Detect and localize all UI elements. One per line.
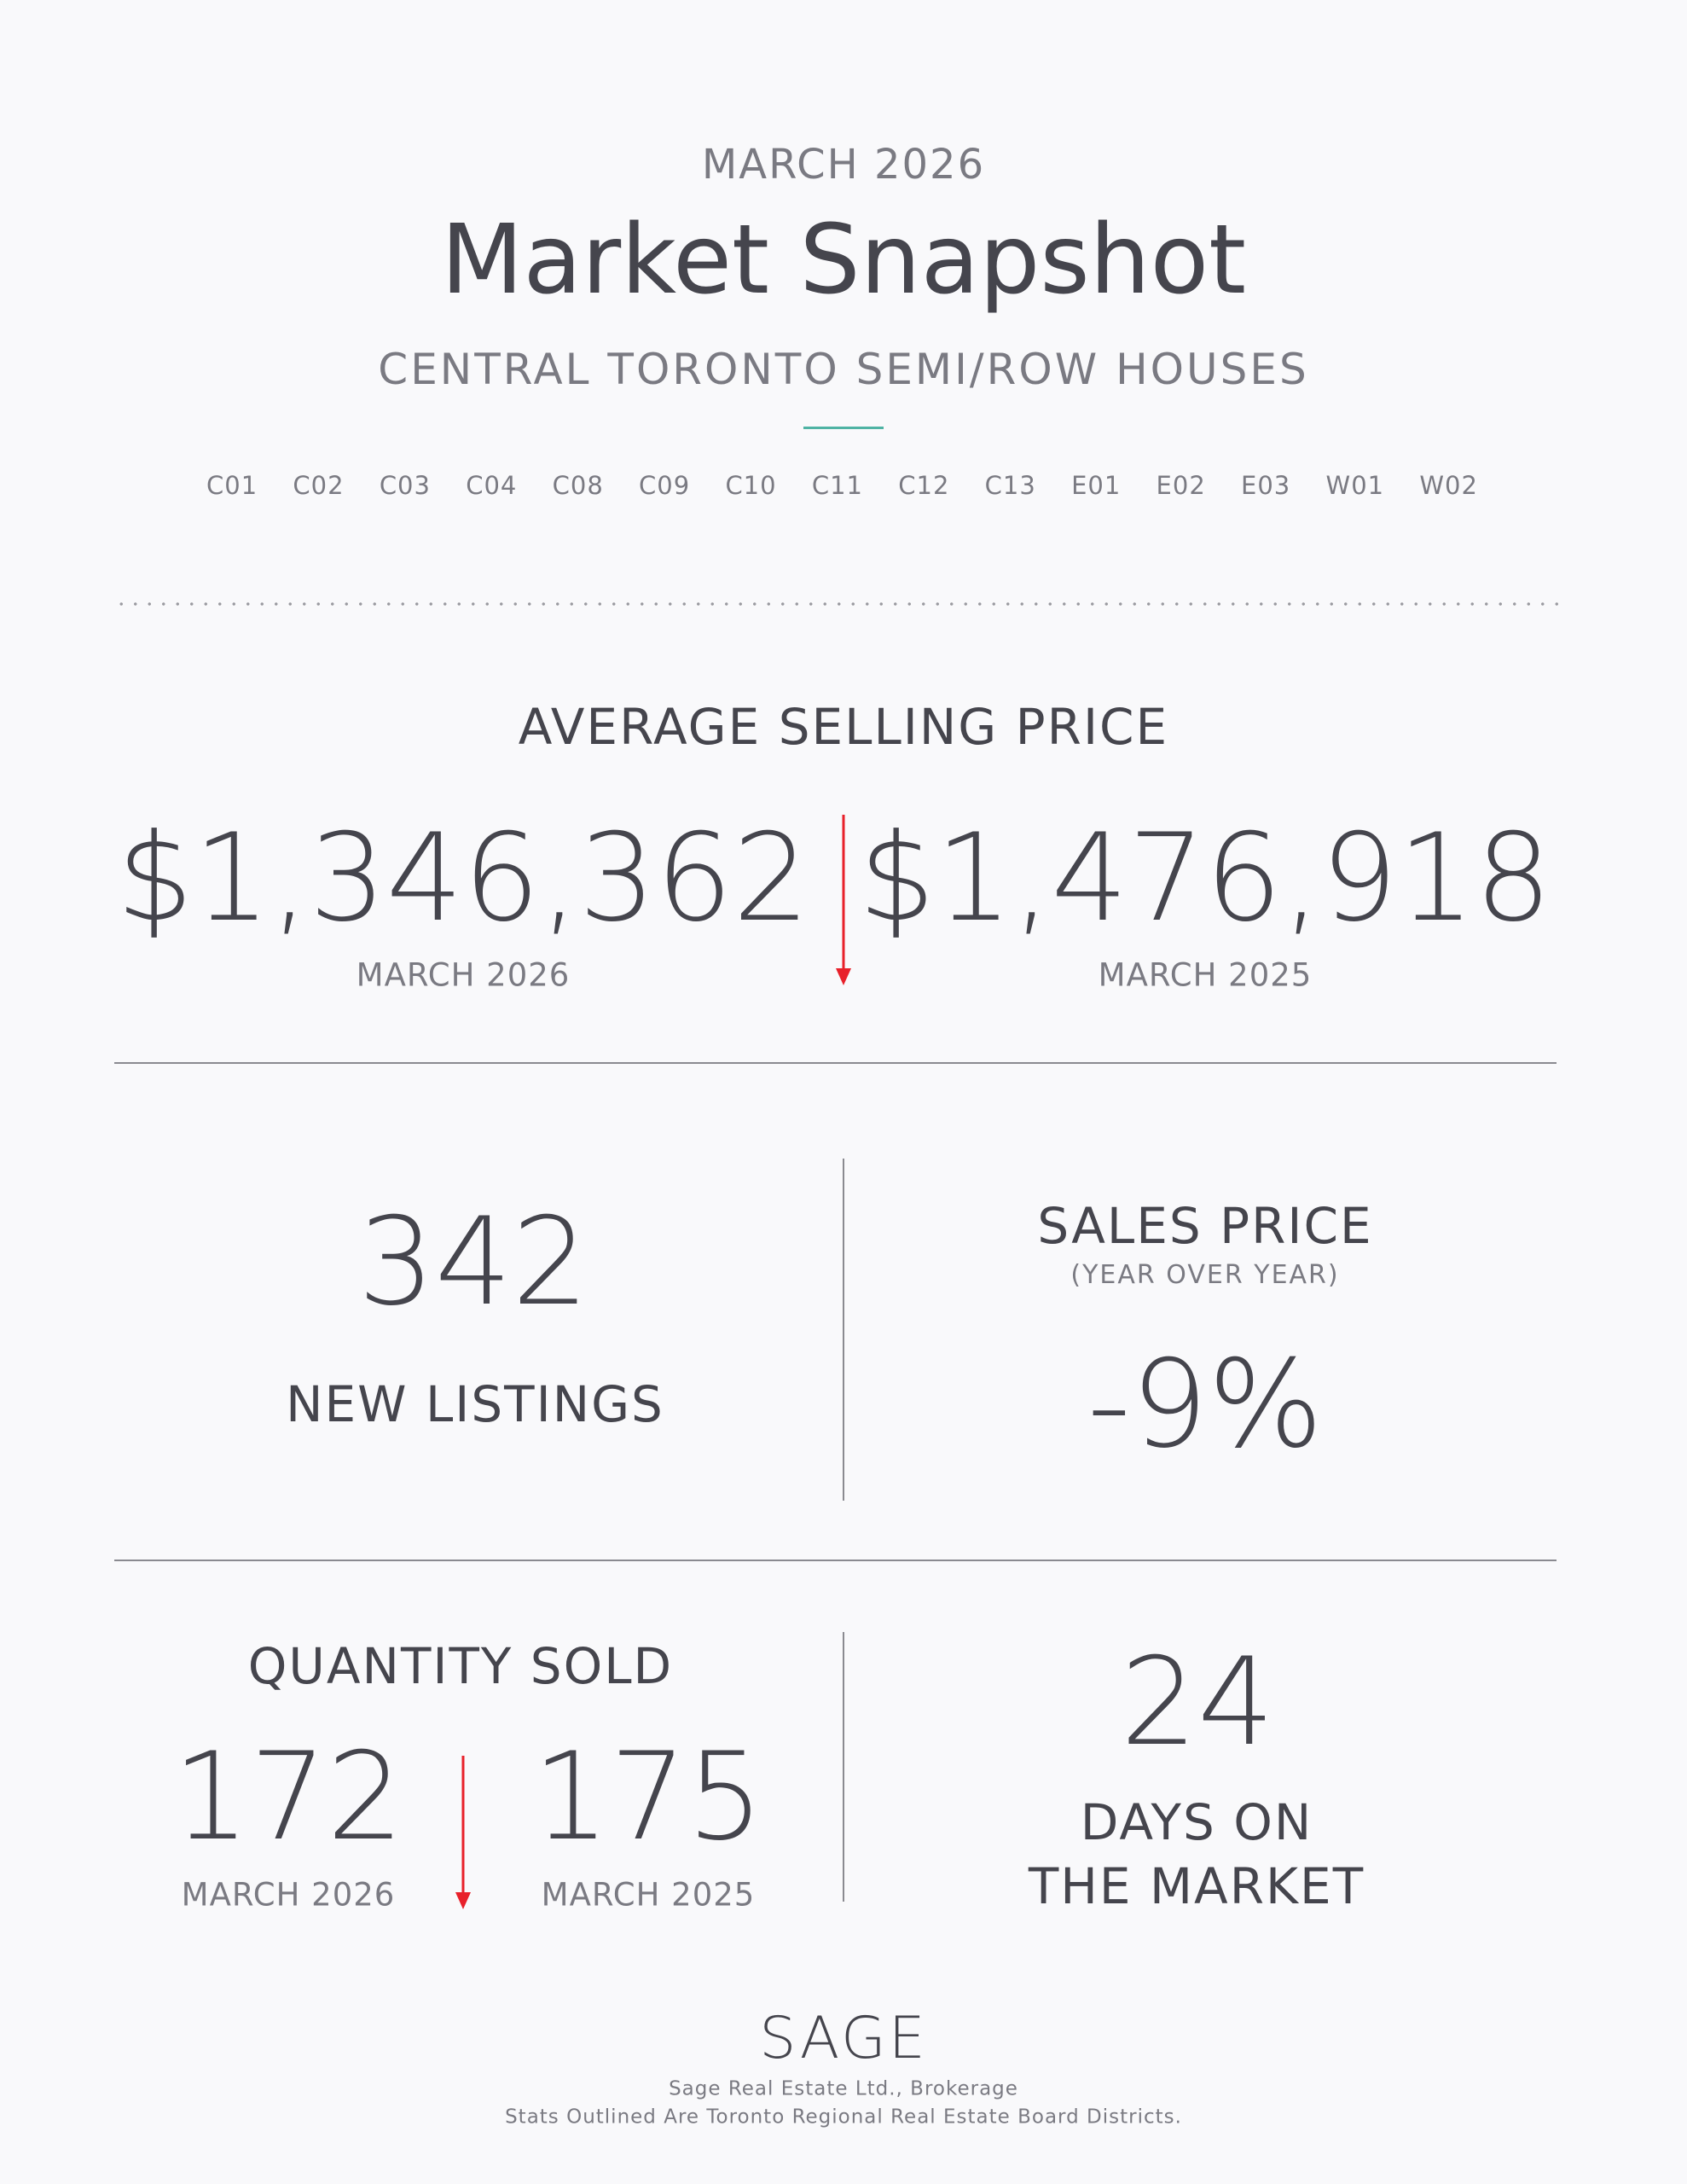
district-code: C09 [639, 471, 691, 500]
section-divider [114, 1560, 1557, 1561]
column-divider [843, 1632, 844, 1902]
days-on-market-value: 24 [1120, 1632, 1275, 1773]
report-period: MARCH 2026 [701, 141, 986, 189]
district-code: C11 [811, 471, 863, 500]
quantity-sold-current-label: MARCH 2026 [181, 1876, 396, 1914]
district-code: C01 [206, 471, 258, 500]
quantity-sold-heading: QUANTITY SOLD [247, 1637, 674, 1695]
district-code: W01 [1325, 471, 1385, 500]
brand-logo: SAGE [759, 2005, 928, 2072]
new-listings-label: NEW LISTINGS [286, 1375, 664, 1433]
avg-price-heading: AVERAGE SELLING PRICE [518, 698, 1169, 756]
brokerage-name: Sage Real Estate Ltd., Brokerage [669, 2077, 1018, 2100]
district-code: C13 [984, 471, 1036, 500]
district-code: E02 [1156, 471, 1206, 500]
footer-note: Stats Outlined Are Toronto Regional Real… [505, 2106, 1182, 2129]
district-code: C12 [898, 471, 950, 500]
district-code: C03 [379, 471, 431, 500]
quantity-sold-previous: 175 [532, 1727, 764, 1867]
sales-price-subheading: (YEAR OVER YEAR) [1070, 1260, 1340, 1290]
dotted-divider [114, 602, 1559, 606]
avg-price-previous: $1,476,918 [858, 808, 1552, 949]
accent-divider [803, 427, 884, 429]
days-on-market-label-line1: DAYS ON [1080, 1793, 1313, 1851]
avg-price-current-label: MARCH 2026 [356, 956, 571, 994]
new-listings-value: 342 [357, 1192, 589, 1333]
district-code: E03 [1241, 471, 1291, 500]
district-code: W02 [1419, 471, 1478, 500]
quantity-sold-previous-label: MARCH 2025 [541, 1876, 756, 1914]
district-code: C04 [466, 471, 518, 500]
section-divider [114, 1062, 1557, 1064]
district-code: C02 [293, 471, 345, 500]
district-code: E01 [1071, 471, 1122, 500]
district-code: C10 [725, 471, 777, 500]
quantity-sold-current: 172 [172, 1727, 404, 1867]
page-subtitle: CENTRAL TORONTO SEMI/ROW HOUSES [378, 345, 1309, 394]
district-code: C08 [552, 471, 604, 500]
page-title: Market Snapshot [440, 205, 1247, 316]
down-arrow-icon [455, 1756, 471, 1909]
column-divider [843, 1159, 844, 1501]
days-on-market-label-line2: THE MARKET [1028, 1857, 1365, 1915]
sales-price-heading: SALES PRICE [1037, 1197, 1373, 1255]
sales-price-change: -9% [1087, 1334, 1324, 1475]
down-arrow-icon [836, 815, 851, 985]
avg-price-current: $1,346,362 [116, 808, 810, 949]
avg-price-previous-label: MARCH 2025 [1098, 956, 1313, 994]
district-list: C01 C02 C03 C04 C08 C09 C10 C11 C12 C13 … [206, 471, 1478, 500]
